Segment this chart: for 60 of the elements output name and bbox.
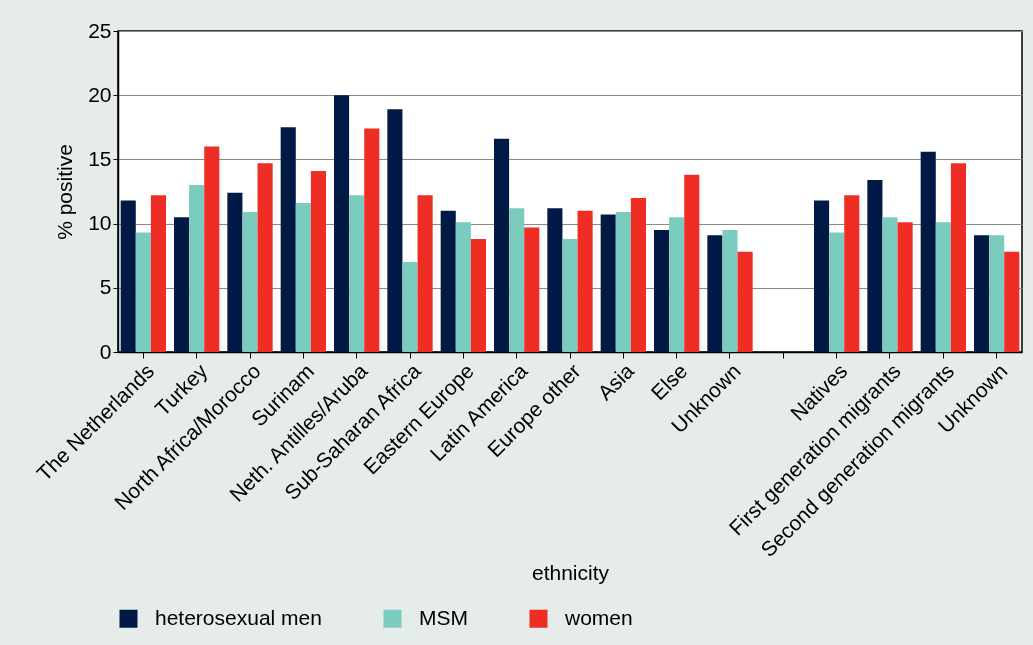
bar <box>829 232 845 352</box>
bar <box>562 239 578 352</box>
bar <box>600 214 616 352</box>
bar <box>897 222 913 352</box>
y-tick-label: 0 <box>99 339 112 363</box>
bar <box>920 151 936 352</box>
bar <box>814 200 830 352</box>
y-tick-label: 15 <box>88 146 112 170</box>
bar <box>669 217 685 352</box>
y-axis-title: % positive <box>53 144 77 240</box>
bar <box>1004 251 1020 352</box>
y-tick-label: 20 <box>88 82 112 106</box>
bar <box>135 232 151 352</box>
bar <box>935 222 951 352</box>
y-tick-label: 10 <box>88 211 112 235</box>
bar <box>509 208 525 352</box>
bar <box>524 227 540 352</box>
bar <box>120 200 136 352</box>
bar <box>844 195 860 352</box>
y-tick-label: 5 <box>99 275 112 299</box>
bar <box>364 128 380 352</box>
bar <box>654 230 670 352</box>
bar <box>882 217 898 352</box>
bar <box>867 179 883 352</box>
bar <box>310 170 326 352</box>
legend-label: MSM <box>419 605 468 629</box>
x-tick-label: Asia <box>593 358 639 405</box>
bar <box>334 95 350 352</box>
bar <box>417 195 433 352</box>
bar <box>684 174 700 352</box>
bar <box>387 109 403 352</box>
bar <box>295 203 311 352</box>
bar <box>470 239 486 352</box>
legend-label: heterosexual men <box>155 605 322 629</box>
bar <box>189 185 205 352</box>
y-tick-label: 25 <box>88 18 112 42</box>
bar <box>402 262 418 352</box>
bar <box>577 210 593 352</box>
bar <box>737 251 753 352</box>
bar <box>242 212 258 352</box>
x-axis-title: ethnicity <box>531 560 610 584</box>
bar <box>440 210 456 352</box>
bar <box>257 163 273 352</box>
bar <box>547 208 563 352</box>
bar <box>950 163 966 352</box>
bar <box>280 127 296 352</box>
bar <box>204 146 220 352</box>
bar <box>722 230 738 352</box>
bar <box>227 192 243 352</box>
bar <box>630 197 646 352</box>
bar <box>615 212 631 352</box>
bar <box>494 138 510 352</box>
bar <box>150 195 166 352</box>
bar <box>707 235 723 352</box>
legend-label: women <box>564 605 633 629</box>
bar <box>174 217 190 352</box>
bar <box>349 195 365 352</box>
bar <box>455 222 471 352</box>
bar <box>989 235 1005 352</box>
bar <box>974 235 990 352</box>
